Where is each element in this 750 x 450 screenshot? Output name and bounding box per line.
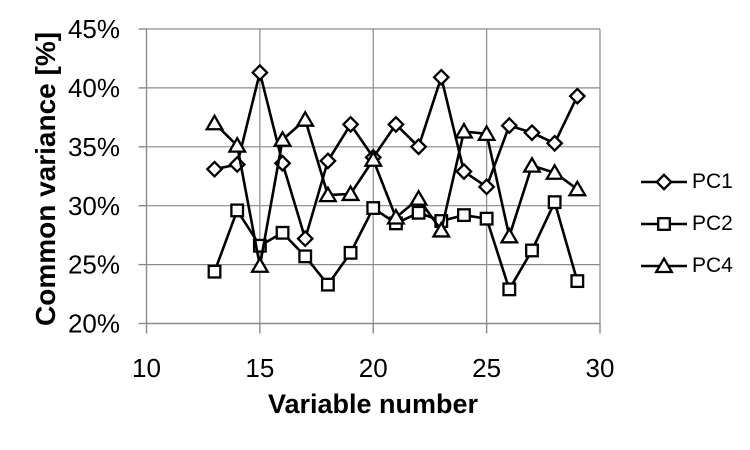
square-marker-icon xyxy=(641,217,687,231)
legend-label: PC2 xyxy=(692,212,733,235)
y-tick-label: 40% xyxy=(68,73,120,103)
x-axis-title: Variable number xyxy=(267,389,479,419)
legend-label: PC1 xyxy=(692,170,733,193)
x-tick-labels: 10 15 20 25 30 xyxy=(132,353,614,383)
y-tick-label: 35% xyxy=(68,132,120,162)
legend-item-pc4: PC4 xyxy=(641,252,733,280)
y-tick-labels: 45% 40% 35% 30% 25% 20% xyxy=(68,14,120,339)
y-axis-title: Common variance [%] xyxy=(30,31,61,326)
x-tick-label: 25 xyxy=(472,353,501,383)
x-tick-label: 20 xyxy=(359,353,388,383)
x-tick-label: 30 xyxy=(586,353,615,383)
y-tick-label: 30% xyxy=(68,191,120,221)
x-tick-label: 15 xyxy=(245,353,274,383)
triangle-marker-icon xyxy=(641,256,687,274)
x-tick-label: 10 xyxy=(132,353,161,383)
axes xyxy=(138,28,601,334)
series-line xyxy=(213,118,579,268)
y-tick-label: 45% xyxy=(68,14,120,44)
y-tick-label: 20% xyxy=(68,309,120,339)
series-pc4 xyxy=(204,110,588,273)
y-tick-label: 25% xyxy=(68,250,120,280)
diamond-marker-icon xyxy=(641,173,687,191)
legend-item-pc2: PC2 xyxy=(641,210,733,238)
legend-item-pc1: PC1 xyxy=(641,168,733,196)
legend: PC1 PC2 PC4 xyxy=(641,168,733,280)
legend-label: PC4 xyxy=(692,254,733,277)
